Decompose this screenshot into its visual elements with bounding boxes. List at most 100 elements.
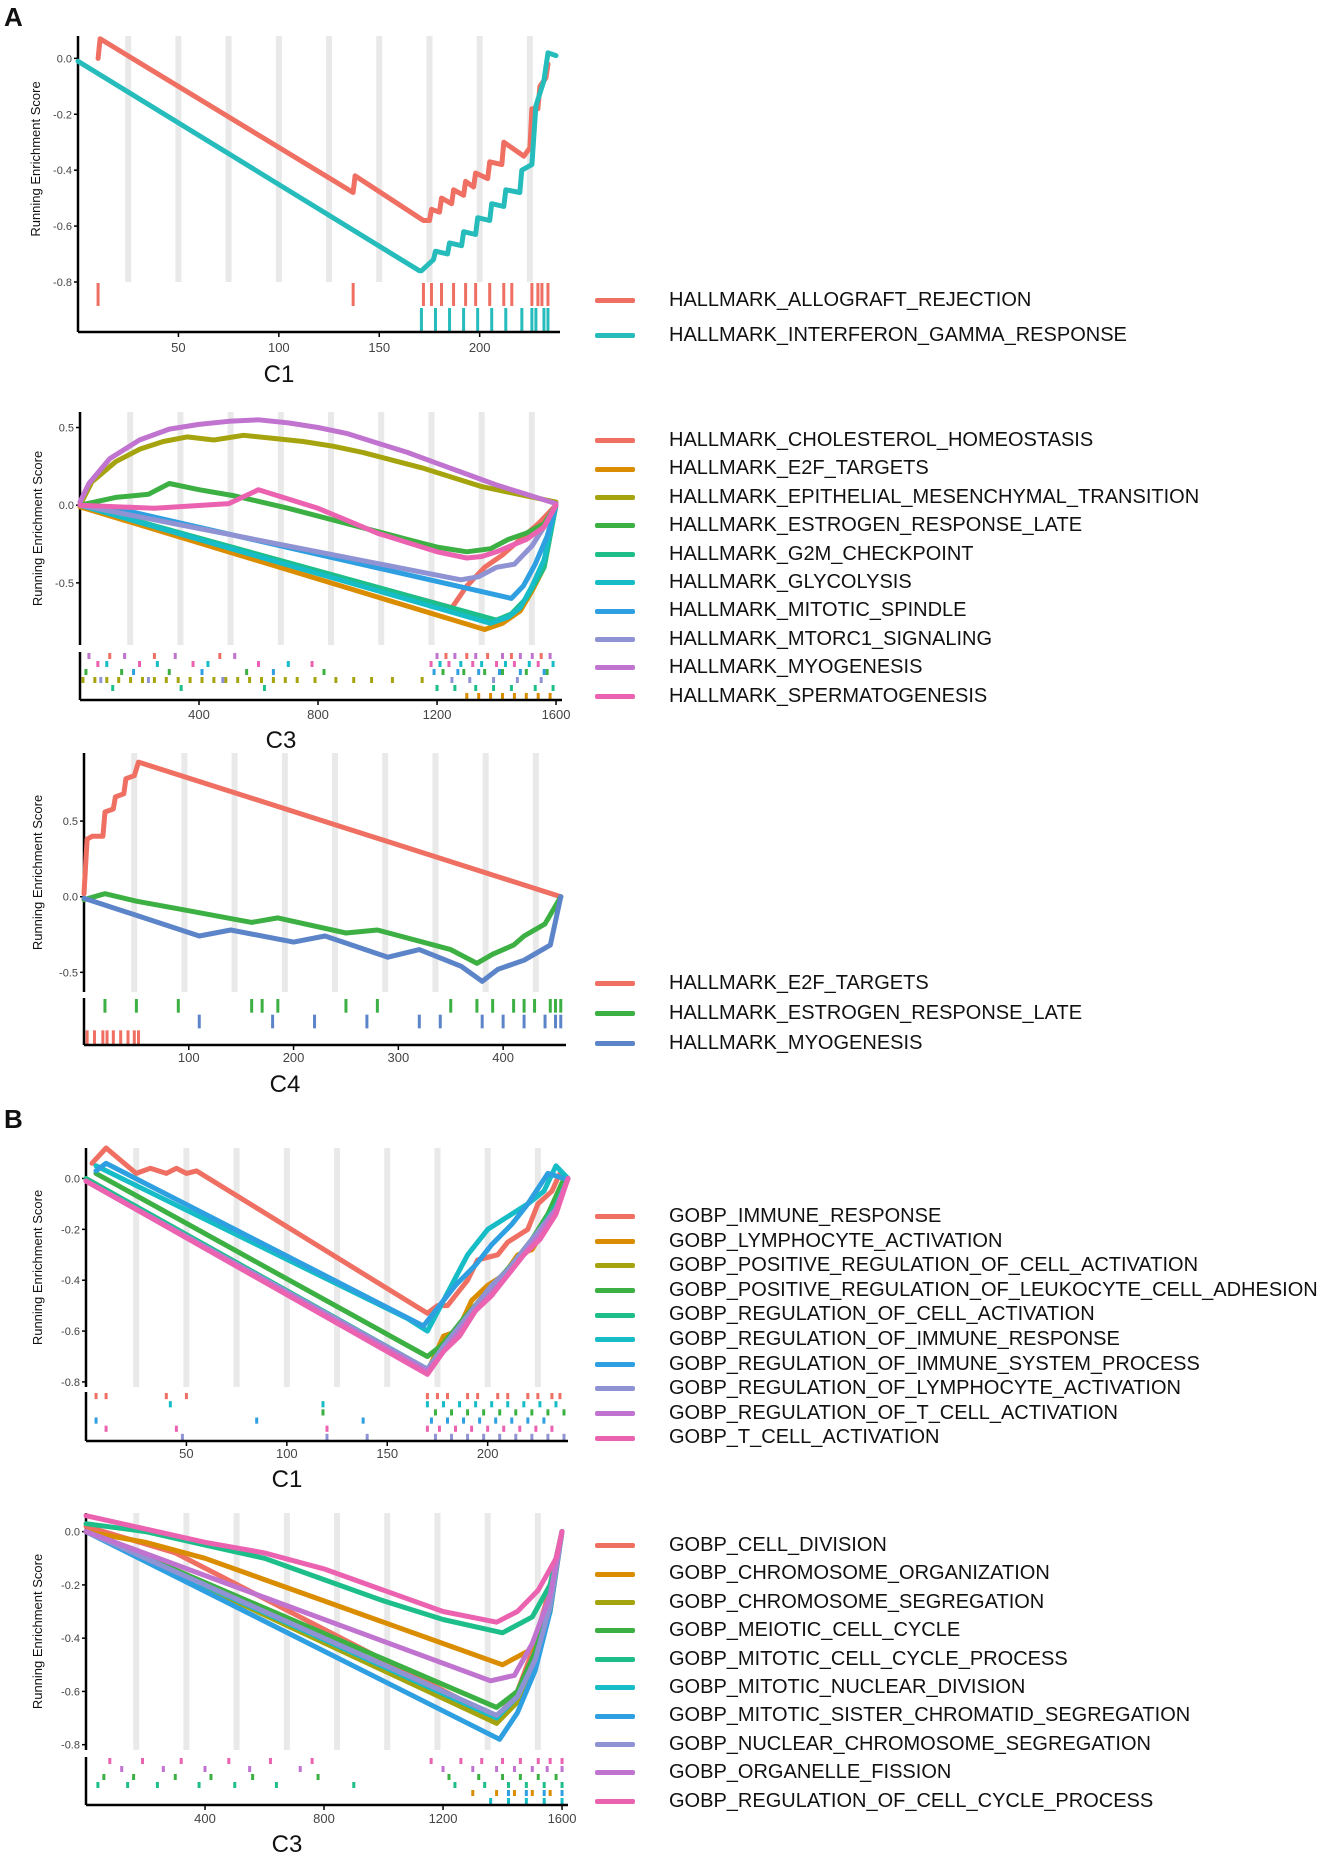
legend-swatch bbox=[595, 1361, 635, 1367]
legend-swatch bbox=[595, 981, 635, 987]
legend-swatch bbox=[595, 1263, 635, 1269]
legend-label: HALLMARK_MYOGENESIS bbox=[669, 656, 923, 679]
y-tick-label: -0.8 bbox=[53, 277, 72, 289]
legend-label: GOBP_CHROMOSOME_SEGREGATION bbox=[669, 1590, 1045, 1613]
legend-item: HALLMARK_G2M_CHECKPOINT bbox=[595, 544, 974, 564]
x-axis-label: C3 bbox=[272, 1831, 303, 1858]
legend-swatch bbox=[595, 1770, 635, 1776]
y-axis-label: Running Enrichment Score bbox=[30, 795, 45, 950]
legend-item: HALLMARK_E2F_TARGETS bbox=[595, 458, 929, 478]
legend-swatch bbox=[595, 1386, 635, 1392]
legend-label: GOBP_LYMPHOCYTE_ACTIVATION bbox=[669, 1229, 1003, 1252]
legend-swatch bbox=[595, 608, 635, 614]
y-tick-label: -0.6 bbox=[61, 1326, 80, 1338]
legend-label: GOBP_REGULATION_OF_CELL_ACTIVATION bbox=[669, 1303, 1095, 1326]
x-tick-label: 200 bbox=[469, 340, 491, 355]
series-line-1 bbox=[95, 36, 551, 223]
y-tick-label: 0.0 bbox=[59, 500, 74, 512]
legend-item: HALLMARK_SPERMATOGENESIS bbox=[595, 686, 987, 706]
legend-swatch bbox=[595, 1238, 635, 1244]
x-tick-label: 800 bbox=[313, 1811, 335, 1826]
legend-item: HALLMARK_CHOLESTEROL_HOMEOSTASIS bbox=[595, 430, 1093, 450]
legend-item: GOBP_CHROMOSOME_ORGANIZATION bbox=[595, 1563, 1050, 1583]
legend-swatch bbox=[595, 1600, 635, 1606]
x-tick-label: 300 bbox=[387, 1050, 409, 1065]
series-line-10 bbox=[83, 1513, 565, 1625]
legend-item: GOBP_REGULATION_OF_CELL_ACTIVATION bbox=[595, 1304, 1095, 1324]
legend-item: HALLMARK_MYOGENESIS bbox=[595, 1033, 922, 1053]
legend-item: HALLMARK_ESTROGEN_RESPONSE_LATE bbox=[595, 515, 1082, 535]
series-line-5 bbox=[83, 1521, 565, 1636]
legend-item: GOBP_CELL_DIVISION bbox=[595, 1535, 887, 1555]
y-tick-label: -0.2 bbox=[53, 109, 72, 121]
x-tick-label: 100 bbox=[276, 1446, 298, 1461]
legend-item: GOBP_MITOTIC_NUCLEAR_DIVISION bbox=[595, 1677, 1025, 1697]
legend-swatch bbox=[595, 298, 635, 304]
x-tick-label: 400 bbox=[188, 707, 210, 722]
legend-item: GOBP_T_CELL_ACTIVATION bbox=[595, 1427, 939, 1447]
legend-swatch bbox=[595, 551, 635, 557]
legend-swatch bbox=[595, 1411, 635, 1417]
legend-swatch bbox=[595, 523, 635, 529]
legend-label: GOBP_ORGANELLE_FISSION bbox=[669, 1761, 952, 1784]
y-axis-label: Running Enrichment Score bbox=[28, 81, 43, 236]
y-tick-label: 0.0 bbox=[65, 1527, 80, 1539]
legend-item: HALLMARK_E2F_TARGETS bbox=[595, 973, 929, 993]
legend-label: HALLMARK_CHOLESTEROL_HOMEOSTASIS bbox=[669, 429, 1094, 451]
legend-item: HALLMARK_MYOGENESIS bbox=[595, 657, 922, 677]
x-tick-label: 1600 bbox=[548, 1811, 577, 1826]
legend-label: HALLMARK_E2F_TARGETS bbox=[669, 972, 929, 994]
legend-item: GOBP_POSITIVE_REGULATION_OF_CELL_ACTIVAT… bbox=[595, 1255, 1198, 1275]
legend-swatch bbox=[595, 1628, 635, 1634]
legend-swatch bbox=[595, 1312, 635, 1318]
legend-label: HALLMARK_ESTROGEN_RESPONSE_LATE bbox=[669, 1002, 1083, 1024]
legend-label: HALLMARK_ESTROGEN_RESPONSE_LATE bbox=[669, 514, 1083, 537]
series-line-3 bbox=[77, 432, 559, 508]
legend-label: GOBP_T_CELL_ACTIVATION bbox=[669, 1426, 940, 1449]
y-tick-label: 0.0 bbox=[65, 1174, 80, 1186]
series-line-6 bbox=[77, 502, 559, 626]
x-tick-label: 150 bbox=[368, 340, 390, 355]
legend-item: GOBP_LYMPHOCYTE_ACTIVATION bbox=[595, 1231, 1002, 1251]
legend-swatch bbox=[595, 333, 635, 339]
y-axis-label: Running Enrichment Score bbox=[30, 451, 45, 606]
chart-b2: 0.0 -0.2 -0.4 -0.6 -0.8 Running Enrichment Sc… bbox=[30, 1513, 577, 1858]
x-tick-label: 400 bbox=[194, 1811, 216, 1826]
series-line-9 bbox=[77, 417, 559, 507]
x-tick-label: 100 bbox=[268, 340, 290, 355]
x-axis-label: C3 bbox=[266, 727, 297, 754]
series-line-7 bbox=[93, 1160, 567, 1329]
y-tick-label: -0.6 bbox=[53, 221, 72, 233]
legend-label: GOBP_REGULATION_OF_IMMUNE_RESPONSE bbox=[669, 1328, 1120, 1350]
series-line-10 bbox=[83, 1176, 571, 1377]
legend-label: GOBP_MITOTIC_CELL_CYCLE_PROCESS bbox=[669, 1647, 1068, 1670]
legend-item: GOBP_NUCLEAR_CHROMOSOME_SEGREGATION bbox=[595, 1734, 1151, 1754]
chart-b1: 0.0 -0.2 -0.4 -0.6 -0.8 Running Enrichment Sc… bbox=[30, 1145, 571, 1493]
y-tick-label: -0.4 bbox=[61, 1633, 80, 1645]
series-line-1 bbox=[81, 759, 564, 900]
legend-swatch bbox=[595, 1571, 635, 1577]
legend-item: HALLMARK_ALLOGRAFT_REJECTION bbox=[595, 290, 1031, 310]
legend-label: HALLMARK_INTERFERON_GAMMA_RESPONSE bbox=[669, 324, 1127, 346]
legend-swatch bbox=[595, 637, 635, 643]
legend-swatch bbox=[595, 495, 635, 501]
legend-item: GOBP_MITOTIC_SISTER_CHROMATID_SEGREGATIO… bbox=[595, 1705, 1190, 1725]
legend-label: HALLMARK_E2F_TARGETS bbox=[669, 457, 929, 480]
legend-swatch bbox=[595, 693, 635, 699]
x-axis-label: C1 bbox=[264, 361, 295, 388]
legend-item: GOBP_IMMUNE_RESPONSE bbox=[595, 1206, 941, 1226]
chart-a2: 0.5 0.0 -0.5 Running Enrichment Score 400 800… bbox=[30, 412, 571, 754]
legend-label: HALLMARK_ALLOGRAFT_REJECTION bbox=[669, 289, 1032, 311]
legend-label: HALLMARK_SPERMATOGENESIS bbox=[669, 684, 988, 707]
x-tick-label: 400 bbox=[492, 1050, 514, 1065]
legend-label: GOBP_POSITIVE_REGULATION_OF_CELL_ACTIVAT… bbox=[669, 1254, 1199, 1277]
legend-label: GOBP_REGULATION_OF_LYMPHOCYTE_ACTIVATION bbox=[669, 1377, 1181, 1400]
legend-label: GOBP_CELL_DIVISION bbox=[669, 1534, 887, 1556]
legend-item: GOBP_MEIOTIC_CELL_CYCLE bbox=[595, 1620, 960, 1640]
y-axis-label: Running Enrichment Score bbox=[30, 1554, 45, 1709]
series-line-3 bbox=[81, 894, 564, 984]
y-tick-label: -0.8 bbox=[61, 1377, 80, 1389]
y-tick-label: 0.5 bbox=[59, 423, 74, 435]
legend-label: GOBP_CHROMOSOME_ORGANIZATION bbox=[669, 1562, 1050, 1585]
legend-swatch bbox=[595, 1713, 635, 1719]
